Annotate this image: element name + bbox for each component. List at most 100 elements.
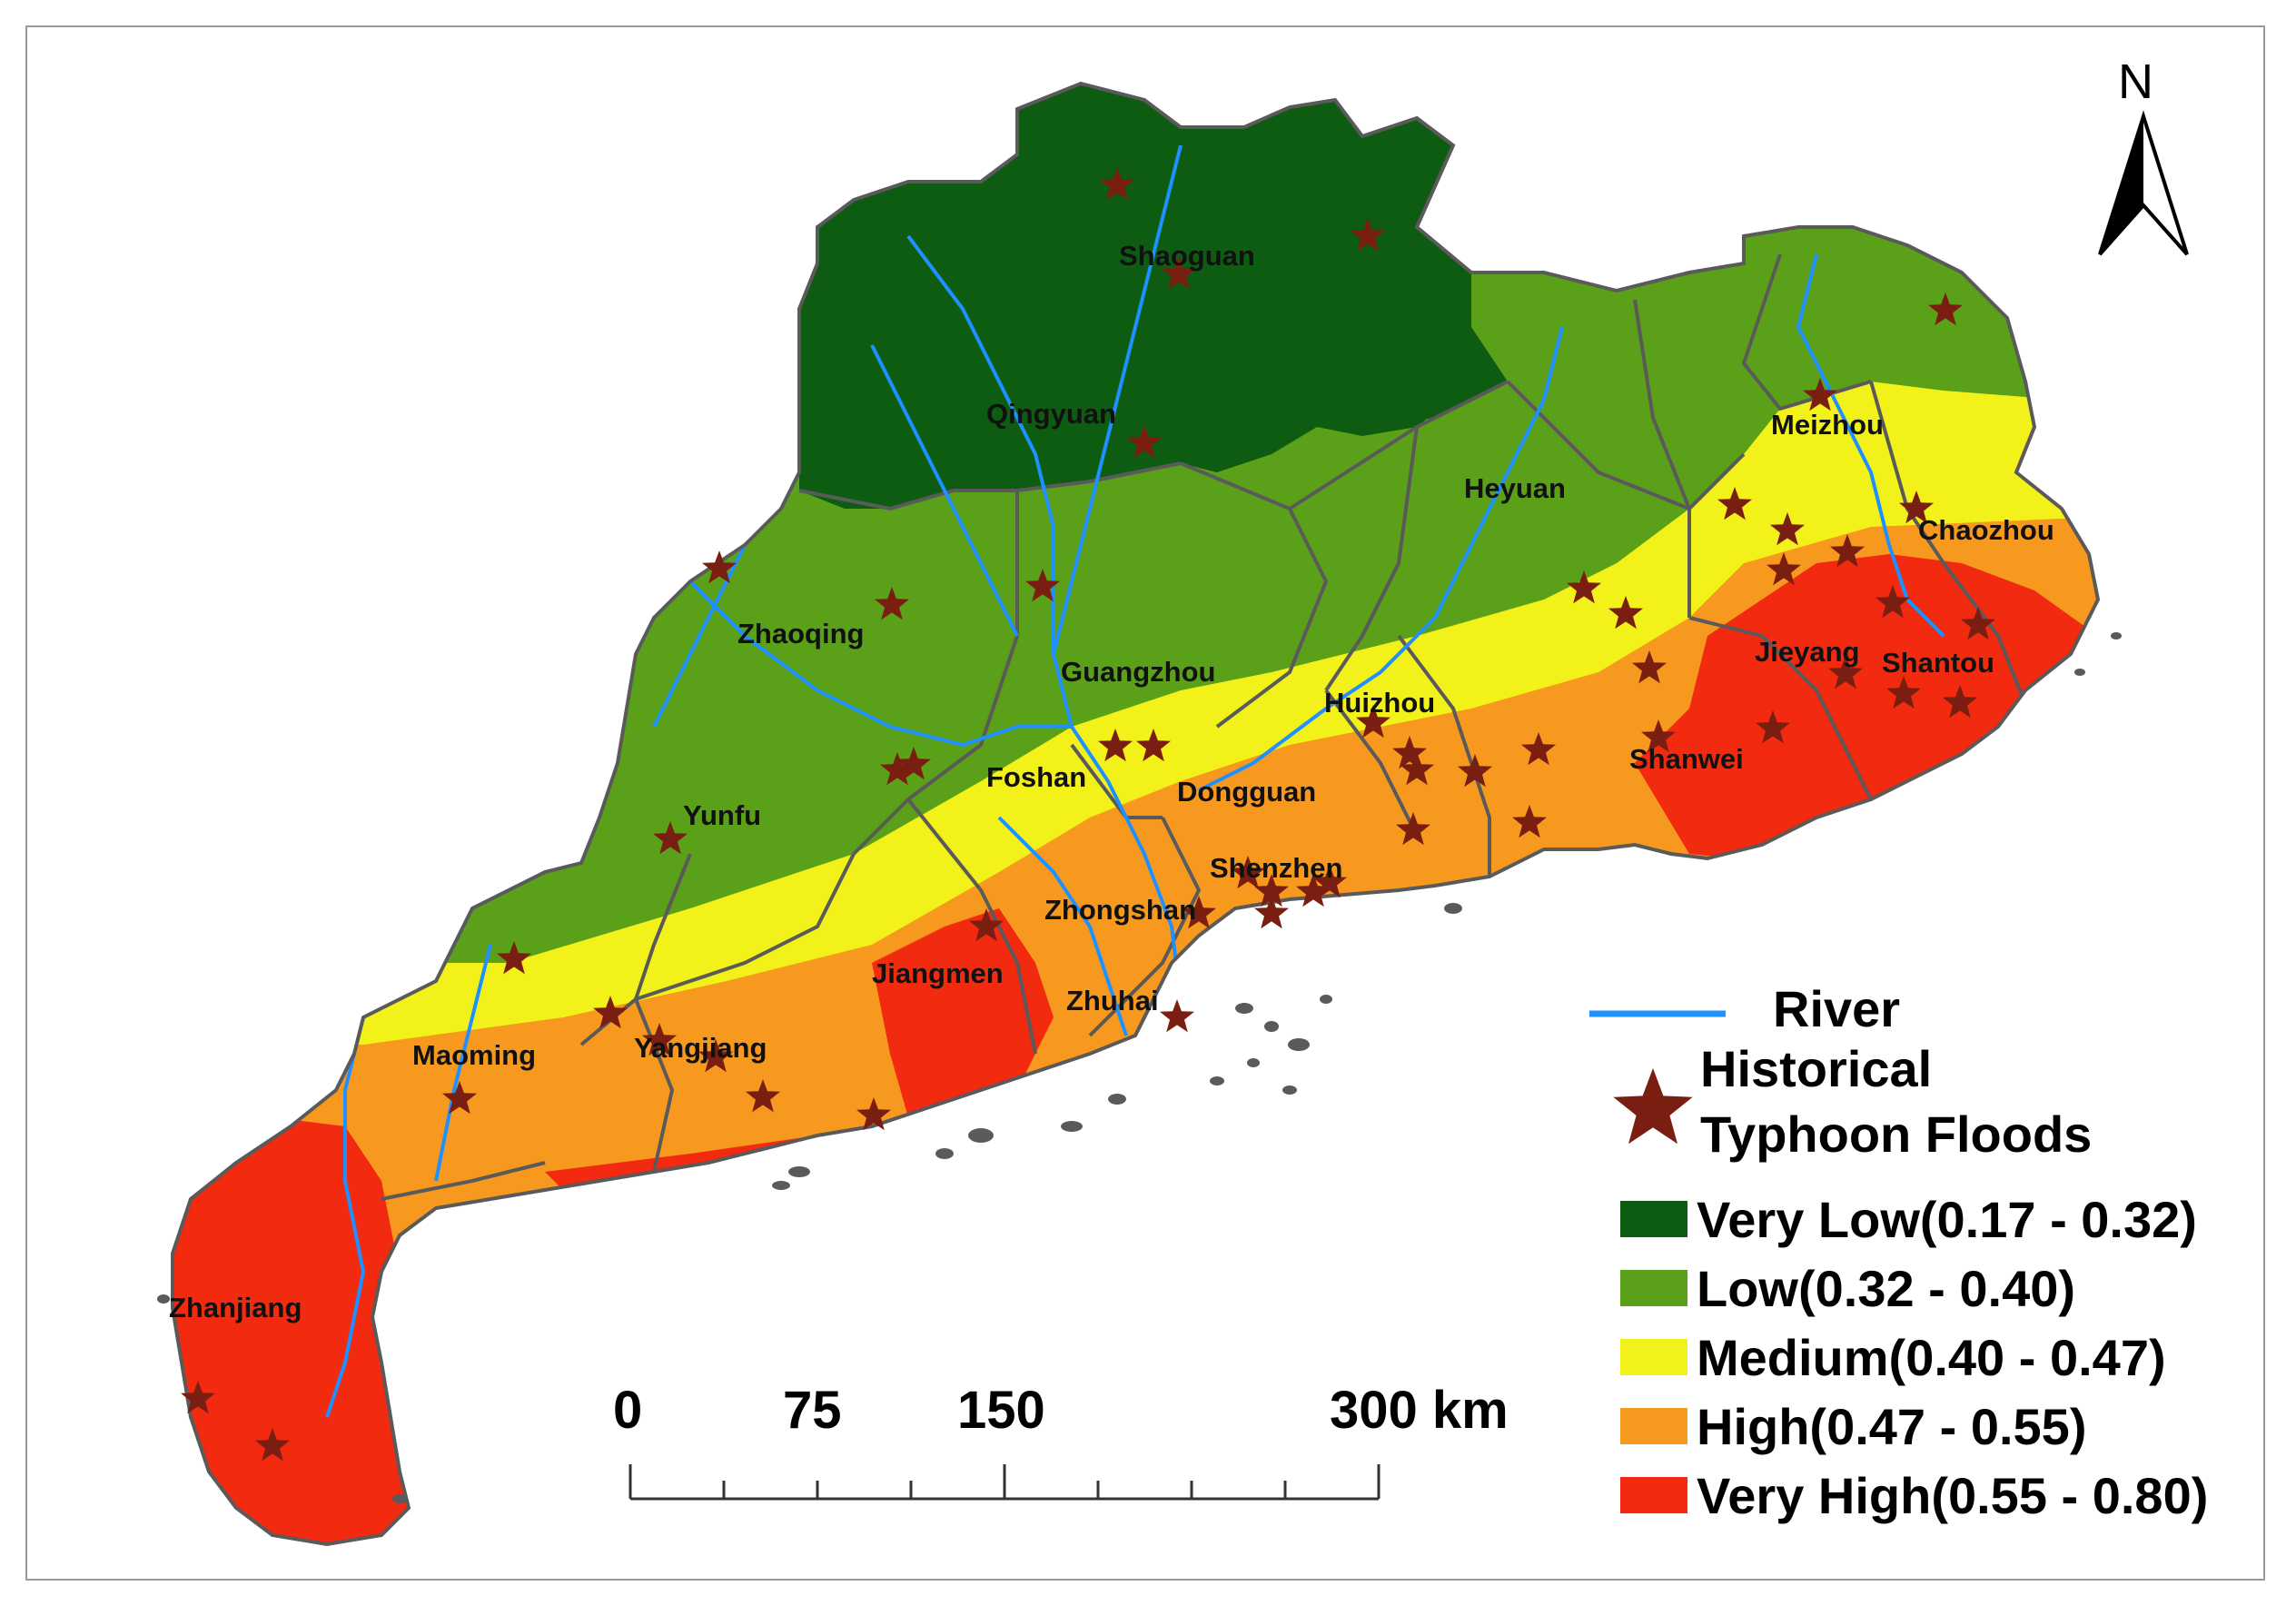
legend-label-very-low: Very Low(0.17 - 0.32) [1697, 1191, 2197, 1248]
flood-star-icon [1400, 752, 1434, 786]
city-label-zhaoqing: Zhaoqing [737, 618, 864, 649]
legend-star-shape [1613, 1068, 1693, 1145]
legend-river-label: River [1773, 980, 1900, 1037]
north-label: N [2118, 55, 2153, 109]
city-label-shenzhen: Shenzhen [1210, 852, 1342, 884]
city-label-dongguan: Dongguan [1177, 776, 1316, 808]
city-label-guangzhou: Guangzhou [1061, 656, 1215, 688]
flood-star-icon [1162, 256, 1196, 290]
flood-star-icon [1770, 512, 1805, 546]
city-label-zhongshan: Zhongshan [1044, 894, 1196, 926]
city-label-yunfu: Yunfu [683, 799, 761, 831]
legend-label-low: Low(0.32 - 0.40) [1697, 1260, 2075, 1317]
city-labels: Shaoguan Qingyuan Meizhou Heyuan Chaozho… [169, 240, 2054, 1323]
flood-star-icon [497, 941, 531, 975]
scale-label-150: 150 [957, 1381, 1045, 1440]
flood-star-icon [1254, 896, 1289, 929]
flood-star-icon [702, 550, 737, 584]
flood-star-icon [1756, 710, 1790, 744]
scale-label-0: 0 [613, 1381, 642, 1440]
flood-star-icon [1961, 607, 1995, 640]
legend-swatch-very-high [1620, 1477, 1687, 1513]
flood-star-icon [1160, 999, 1194, 1033]
flood-star-icon [1356, 705, 1390, 739]
flood-star-icon [1392, 736, 1427, 769]
flood-star-icon [1521, 732, 1556, 766]
city-label-meizhou: Meizhou [1771, 409, 1884, 441]
islands [157, 632, 2122, 1503]
map-frame [25, 25, 2265, 1581]
city-label-shaoguan: Shaoguan [1119, 240, 1255, 272]
flood-star-icon [1351, 218, 1385, 252]
legend-label-high: High(0.47 - 0.55) [1697, 1398, 2086, 1455]
flood-star-icon [1098, 729, 1133, 762]
flood-star-icon [1803, 378, 1837, 411]
north-arrow: N [2098, 55, 2189, 256]
scale-bar: 0 75 150 300 km [613, 1381, 1509, 1501]
flood-star-icon [1828, 656, 1863, 689]
flood-star-icon [1830, 534, 1865, 568]
flood-star-icon [875, 587, 909, 620]
flood-star-icon [1886, 676, 1921, 709]
legend-swatch-high [1620, 1408, 1687, 1444]
flood-star-icon [1136, 729, 1171, 762]
legend: River Historical Typhoon Floods Very Low… [1589, 980, 2208, 1524]
flood-star-icon [896, 747, 931, 780]
flood-star-icon [1025, 569, 1060, 602]
flood-star-icon [642, 1023, 677, 1056]
flood-star-icon [1899, 491, 1934, 524]
legend-floods-label-1: Historical [1700, 1040, 1932, 1097]
flood-star-icon [1100, 167, 1134, 201]
flood-star-icon [969, 908, 1004, 942]
flood-star-icon [653, 821, 688, 855]
flood-star-icon [1632, 650, 1667, 684]
city-label-qingyuan: Qingyuan [986, 398, 1116, 430]
city-label-yangjiang: Yangjiang [634, 1032, 767, 1064]
scale-label-75: 75 [783, 1381, 842, 1440]
flood-star-icon [880, 752, 915, 786]
city-label-zhuhai: Zhuhai [1066, 985, 1159, 1016]
legend-swatch-medium [1620, 1339, 1687, 1375]
flood-star-icon [1641, 719, 1676, 753]
city-label-shantou: Shantou [1882, 647, 1994, 679]
city-label-chaozhou: Chaozhou [1918, 514, 2054, 546]
legend-star-icon [1613, 1068, 1693, 1145]
flood-star-icon [1875, 585, 1910, 619]
flood-star-icon [593, 996, 628, 1029]
flood-star-icon [1231, 856, 1265, 889]
flood-star-icon [1182, 896, 1216, 929]
zone-very-high-jiangmen [872, 908, 1054, 1117]
flood-star-icon [255, 1428, 290, 1462]
flood-star-icon [1943, 685, 1977, 719]
zone-very-low-2 [1272, 291, 1508, 427]
flood-star-icon [1928, 292, 1963, 326]
flood-star-icon [856, 1097, 891, 1131]
flood-stars [181, 167, 1995, 1462]
flood-star-icon [1396, 812, 1430, 846]
scale-label-300: 300 km [1330, 1381, 1509, 1440]
city-label-zhanjiang: Zhanjiang [169, 1292, 302, 1323]
flood-star-icon [1127, 425, 1162, 459]
flood-star-icon [1512, 805, 1547, 838]
city-label-jiangmen: Jiangmen [872, 957, 1004, 989]
flood-star-icon [1717, 487, 1752, 520]
city-label-jieyang: Jieyang [1755, 636, 1859, 668]
flood-star-icon [181, 1381, 215, 1414]
flood-star-icon [1458, 754, 1492, 788]
legend-floods-label-2: Typhoon Floods [1700, 1105, 2092, 1163]
legend-label-very-high: Very High(0.55 - 0.80) [1697, 1467, 2208, 1524]
legend-swatch-very-low [1620, 1201, 1687, 1237]
flood-star-icon [1567, 570, 1601, 604]
flood-star-icon [746, 1079, 780, 1113]
city-label-huizhou: Huizhou [1324, 687, 1435, 719]
flood-star-icon [1767, 552, 1801, 586]
flood-star-icon [698, 1039, 733, 1073]
zone-very-high-west [173, 1117, 427, 1544]
flood-star-icon [1312, 865, 1347, 898]
city-label-foshan: Foshan [986, 761, 1086, 793]
city-label-shanwei: Shanwei [1629, 743, 1744, 775]
legend-label-medium: Medium(0.40 - 0.47) [1697, 1329, 2166, 1386]
flood-star-icon [1296, 874, 1331, 907]
flood-star-icon [1608, 596, 1643, 630]
flood-star-icon [1254, 874, 1289, 907]
